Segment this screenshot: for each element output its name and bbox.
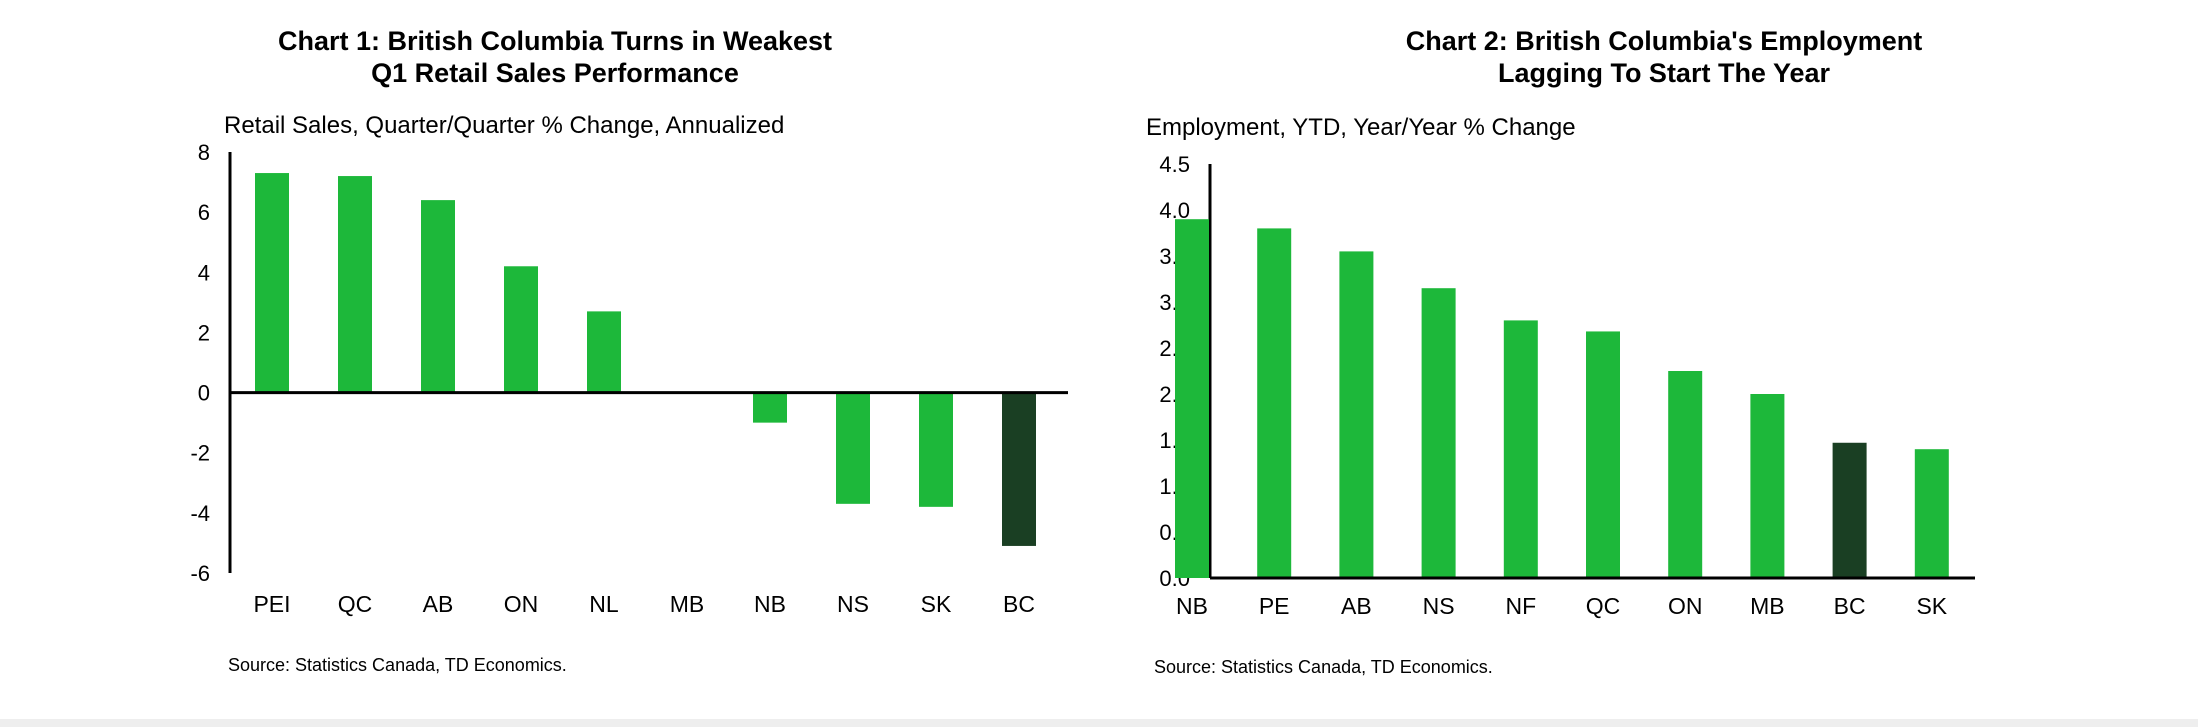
- chart-2-title-line-2: Lagging To Start The Year: [1497, 58, 1831, 88]
- chart-1-x-tick-label: BC: [1003, 591, 1035, 617]
- chart-2-x-tick-label: SK: [1916, 593, 1947, 619]
- chart-1-x-tick-label: ON: [504, 591, 539, 617]
- chart-2-y-tick-label: 4.5: [1159, 152, 1190, 177]
- chart-2-x-tick-label: NF: [1505, 593, 1536, 619]
- chart-2-bar-bc: [1832, 442, 1867, 578]
- chart-2-x-tick-label: MB: [1750, 593, 1785, 619]
- chart-1-x-tick-label: NS: [837, 591, 869, 617]
- chart-1-title-line-1: Chart 1: British Columbia Turns in Weake…: [277, 26, 833, 56]
- chart-1-source: Source: Statistics Canada, TD Economics.: [228, 655, 567, 675]
- chart-2-x-tick-label: NB: [1176, 593, 1208, 619]
- chart-2-bar-pe: [1257, 228, 1292, 578]
- chart-2-x-tick-label: BC: [1834, 593, 1866, 619]
- chart-1-y-axis-title: Retail Sales, Quarter/Quarter % Change, …: [224, 112, 785, 139]
- chart-2-bar-qc: [1586, 331, 1620, 578]
- chart-2-x-tick-label: PE: [1259, 593, 1290, 619]
- chart-1-x-tick-label: AB: [423, 591, 454, 617]
- chart-1-y-tick-label: -6: [190, 561, 210, 586]
- chart-1-x-tick-label: PEI: [253, 591, 290, 617]
- chart-2-bar-ns: [1421, 288, 1456, 578]
- chart-1-bar-ab: [421, 200, 455, 393]
- chart-2-title: Chart 2: British Columbia's Employment L…: [1130, 25, 2198, 89]
- chart-1-bar-nl: [587, 311, 621, 393]
- chart-2-y-tick-label: 4.0: [1159, 198, 1190, 223]
- chart-1-bar-on: [504, 266, 538, 393]
- chart-1-bar-nb: [753, 392, 787, 423]
- chart-1-y-tick-label: -4: [190, 501, 210, 526]
- chart-1-y-tick-label: 4: [198, 260, 210, 285]
- bottom-band: [0, 719, 2198, 727]
- chart-1-y-tick-label: 6: [198, 200, 210, 225]
- chart-1-title-line-2: Q1 Retail Sales Performance: [371, 58, 739, 88]
- chart-1-y-tick-label: 2: [198, 320, 210, 345]
- chart-1-bar-bc: [1002, 392, 1036, 546]
- chart-2-bar-sk: [1914, 449, 1949, 578]
- chart-1-bar-ns: [836, 392, 870, 504]
- chart-2-plot: 4.54.03.53.02.52.01.51.00.50.0NB PE AB NS NF…: [1159, 152, 1975, 619]
- chart-2-x-tick-label: AB: [1341, 593, 1372, 619]
- chart-2-x-tick-label: ON: [1668, 593, 1703, 619]
- chart-2-x-tick-label: NS: [1423, 593, 1455, 619]
- chart-1-panel: Chart 1: British Columbia Turns in Weake…: [0, 0, 1090, 727]
- chart-2-panel: Chart 2: British Columbia's Employment L…: [1100, 0, 2198, 727]
- chart-1-title: Chart 1: British Columbia Turns in Weake…: [20, 25, 1090, 89]
- chart-2-bar-nb: [1175, 219, 1209, 578]
- chart-1-y-tick-label: 8: [198, 140, 210, 165]
- chart-1-bar-sk: [919, 392, 953, 507]
- chart-2-x-tick-label: QC: [1586, 593, 1621, 619]
- chart-1-y-tick-label: -2: [190, 441, 210, 466]
- chart-1-x-tick-label: MB: [670, 591, 705, 617]
- chart-2-source: Source: Statistics Canada, TD Economics.: [1154, 657, 1493, 677]
- chart-2-bar-mb: [1750, 394, 1785, 578]
- chart-2-bar-ab: [1339, 251, 1374, 578]
- chart-2-y-axis-title: Employment, YTD, Year/Year % Change: [1146, 114, 1576, 141]
- chart-2-bar-nf: [1503, 320, 1538, 578]
- chart-1-y-tick-label: 0: [198, 381, 210, 406]
- chart-1-bar-qc: [338, 176, 372, 393]
- chart-2-bar-on: [1668, 371, 1703, 578]
- chart-1-x-tick-label: QC: [338, 591, 373, 617]
- chart-1-x-tick-label: NL: [589, 591, 619, 617]
- chart-1-plot: 8 6 4 2 0 -2 -4 -6 PEI QC AB ON NL MB NB NS SK BC: [190, 140, 1068, 617]
- chart-1-x-tick-label: SK: [921, 591, 952, 617]
- chart-2-title-line-1: Chart 2: British Columbia's Employment: [1405, 26, 1923, 56]
- chart-1-bar-pei: [255, 173, 289, 393]
- chart-1-x-tick-label: NB: [754, 591, 786, 617]
